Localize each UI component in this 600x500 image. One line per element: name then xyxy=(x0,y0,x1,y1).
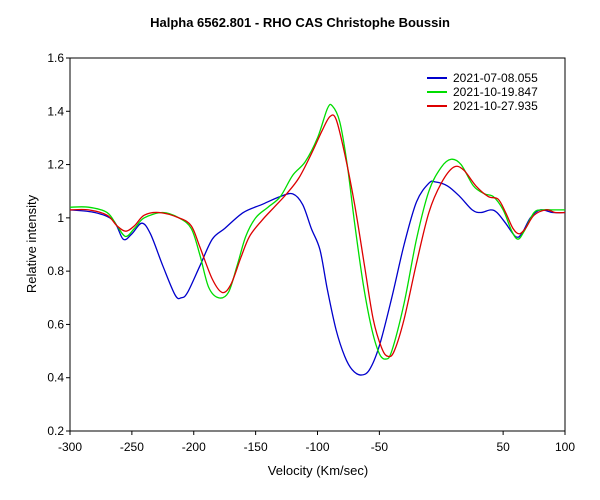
y-tick-label: 1.6 xyxy=(47,51,64,65)
y-tick-label: 0.2 xyxy=(47,424,64,438)
y-axis-ticks: 0.2 0.4 0.6 0.8 1 1.2 1.4 1.6 xyxy=(47,51,70,438)
series-line-1 xyxy=(69,180,566,376)
legend: 2021-07-08.0552021-10-19.8472021-10-27.9… xyxy=(427,71,538,113)
x-tick-label: -50 xyxy=(371,440,389,454)
x-tick-label: -150 xyxy=(244,440,268,454)
x-tick-label: 50 xyxy=(496,440,510,454)
plot-frame xyxy=(69,57,566,432)
x-axis-ticks: -300 -250 -200 -150 -100 -50 50 100 xyxy=(58,431,575,454)
x-tick-label: -200 xyxy=(182,440,206,454)
y-tick-label: 0.8 xyxy=(47,264,64,278)
series-line-3 xyxy=(69,114,566,358)
y-axis-label: Relative intensity xyxy=(24,194,39,293)
x-axis-label: Velocity (Km/sec) xyxy=(268,463,368,478)
x-tick-label: -250 xyxy=(120,440,144,454)
y-tick-label: 1.4 xyxy=(47,104,64,118)
x-tick-label: 100 xyxy=(555,440,575,454)
y-tick-label: 1.2 xyxy=(47,158,64,172)
x-tick-label: -300 xyxy=(58,440,82,454)
y-tick-label: 0.4 xyxy=(47,371,64,385)
legend-entry-label: 2021-10-27.935 xyxy=(453,99,538,113)
x-tick-label: -100 xyxy=(305,440,329,454)
chart-title: Halpha 6562.801 - RHO CAS Christophe Bou… xyxy=(150,15,450,30)
legend-entry-label: 2021-07-08.055 xyxy=(453,71,538,85)
y-tick-label: 0.6 xyxy=(47,317,64,331)
series-lines xyxy=(69,103,566,376)
y-tick-label: 1 xyxy=(57,211,64,225)
legend-entry-label: 2021-10-19.847 xyxy=(453,85,538,99)
